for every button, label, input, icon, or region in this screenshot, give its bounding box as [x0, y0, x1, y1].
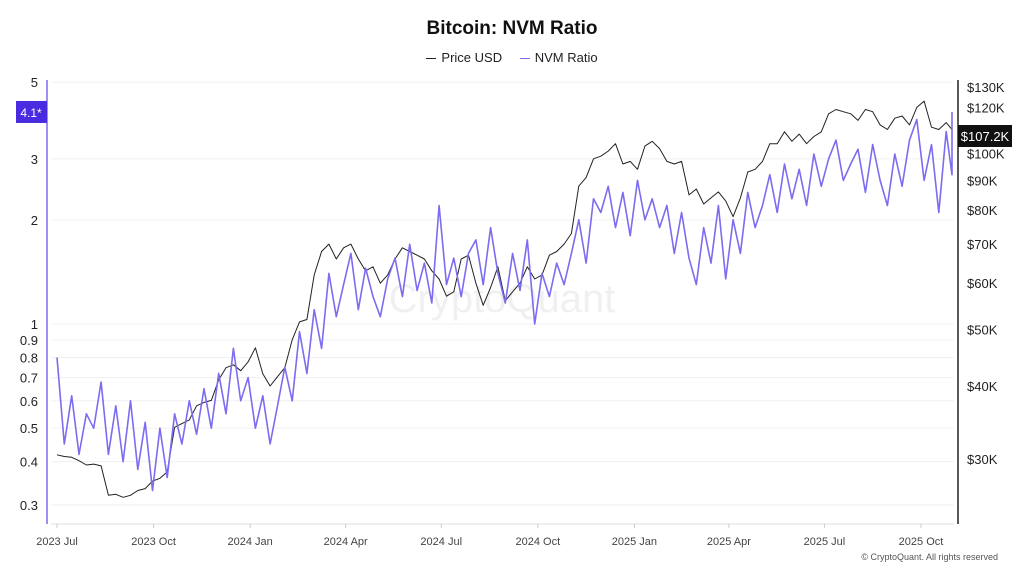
price-value-badge [958, 125, 1012, 148]
left-tick-label: 0.7 [20, 371, 38, 386]
price-value-badge-label: $107.2K [961, 129, 1010, 144]
left-tick-label: 3 [31, 152, 38, 167]
x-tick-label: 2025 Jul [804, 536, 846, 548]
x-tick-label: 2023 Oct [131, 536, 176, 548]
legend-swatch-nvm [519, 57, 530, 60]
left-tick-label: 2 [31, 213, 38, 228]
right-tick-label: $100K [967, 147, 1005, 162]
x-tick-label: 2024 Apr [324, 536, 368, 548]
right-tick-label: $70K [967, 237, 998, 252]
left-tick-label: 5 [31, 75, 38, 90]
legend-item-nvm[interactable]: NVM Ratio [519, 50, 598, 65]
right-tick-label: $80K [967, 203, 998, 218]
price-usd-line [56, 100, 953, 498]
right-tick-label: $130K [967, 80, 1005, 95]
x-tick-label: 2025 Jan [612, 536, 657, 548]
x-tick-label: 2025 Oct [899, 536, 944, 548]
right-tick-label: $90K [967, 173, 998, 188]
left-tick-label: 0.6 [20, 394, 38, 409]
x-tick-label: 2024 Oct [515, 536, 560, 548]
ratio-value-badge-label: 4.1* [20, 106, 42, 120]
left-tick-label: 0.5 [20, 421, 38, 436]
legend-item-price[interactable]: Price USD [426, 50, 502, 65]
left-tick-label: 0.8 [20, 351, 38, 366]
x-tick-label: 2023 Jul [36, 536, 78, 548]
right-tick-label: $30K [967, 452, 998, 467]
chart-title: Bitcoin: NVM Ratio [426, 18, 598, 39]
nvm-ratio-line [56, 112, 953, 492]
x-tick-label: 2024 Jan [228, 536, 273, 548]
legend-swatch-price [426, 57, 437, 60]
left-tick-label: 0.4 [20, 455, 38, 470]
right-tick-label: $120K [967, 100, 1005, 115]
left-tick-label: 0.9 [20, 333, 38, 348]
right-tick-label: $50K [967, 322, 998, 337]
right-tick-label: $60K [967, 276, 998, 291]
legend-label-nvm: NVM Ratio [534, 50, 598, 65]
legend-label-price: Price USD [441, 50, 503, 65]
right-tick-label: $40K [967, 379, 998, 394]
copyright-footer: © CryptoQuant. All rights reserved [861, 552, 998, 562]
left-tick-label: 0.3 [20, 498, 38, 513]
left-tick-label: 1 [31, 317, 38, 332]
legend: Price USD NVM Ratio [0, 50, 1024, 65]
ratio-value-badge [16, 100, 47, 123]
x-tick-label: 2025 Apr [707, 536, 751, 548]
x-tick-label: 2024 Jul [420, 536, 462, 548]
